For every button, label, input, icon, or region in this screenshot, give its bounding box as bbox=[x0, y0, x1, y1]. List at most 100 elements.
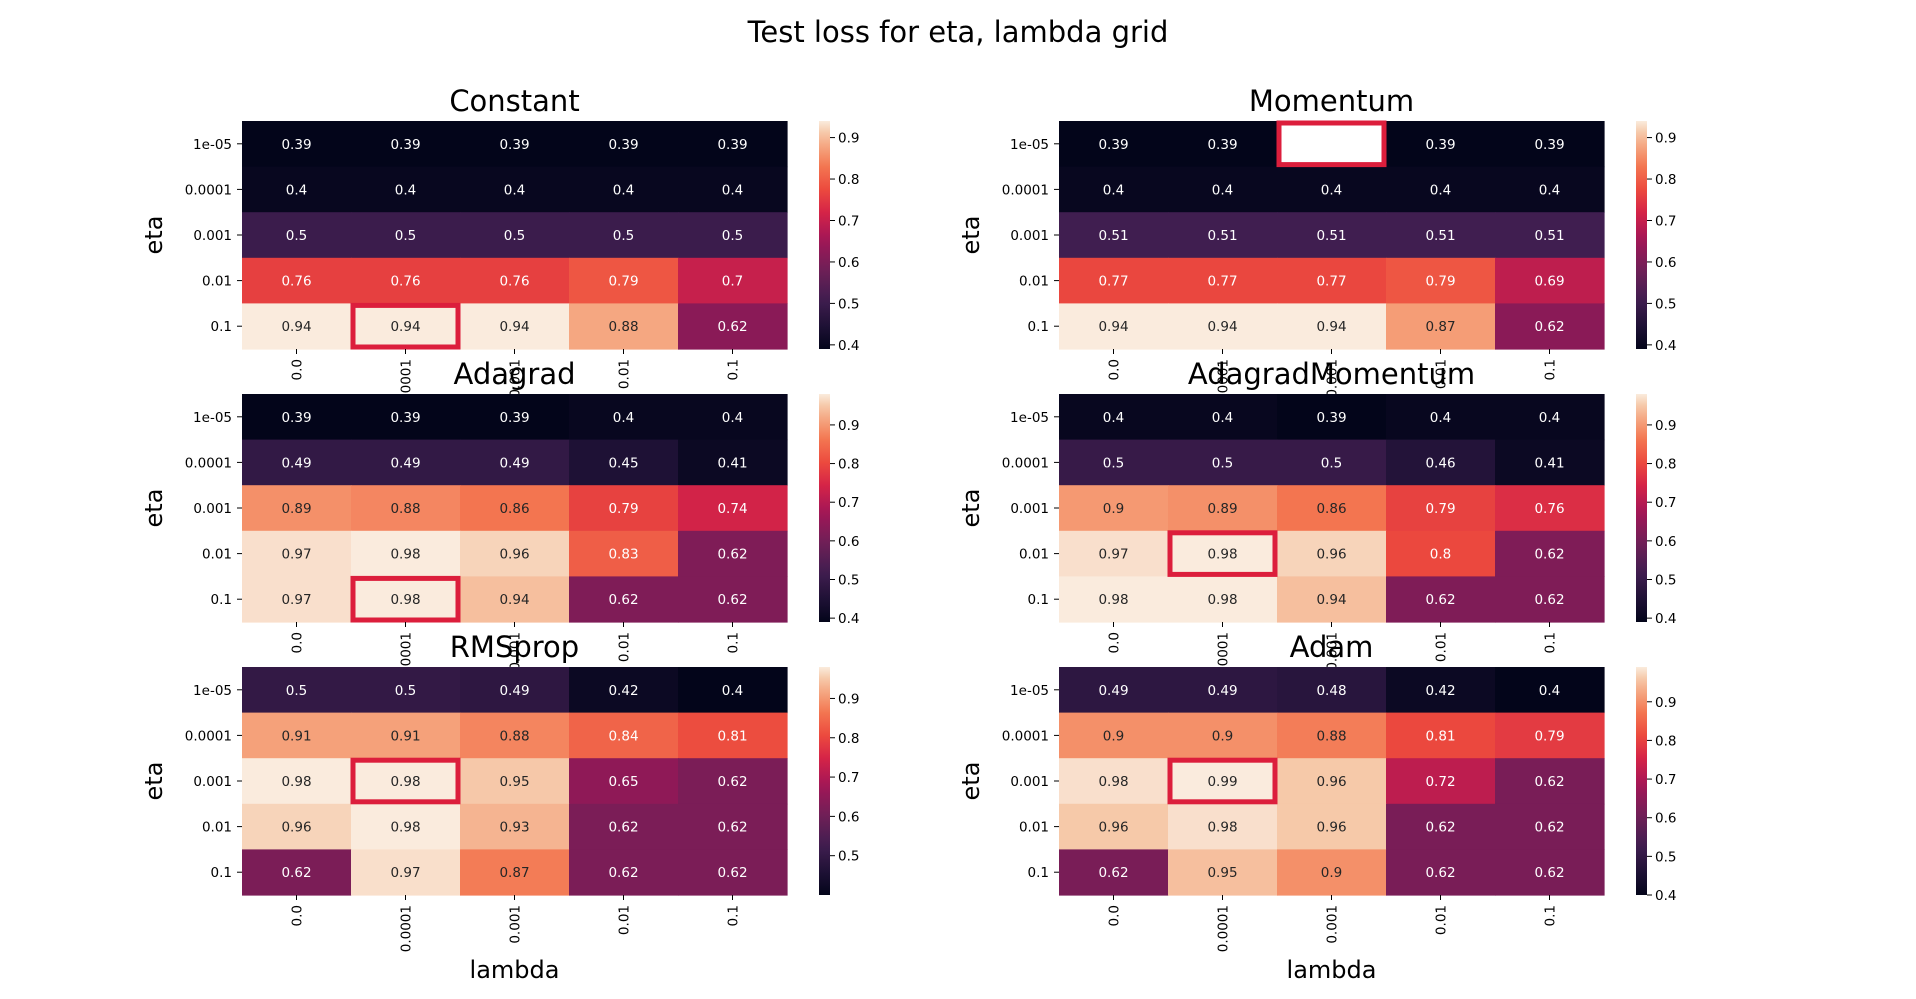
y-axis-label: eta bbox=[957, 216, 985, 255]
heatmap-cell bbox=[1277, 303, 1387, 350]
heatmap-cell bbox=[242, 485, 352, 532]
x-tick-label: 0.01 bbox=[1434, 632, 1450, 662]
heatmap-cell bbox=[351, 166, 461, 213]
heatmap-cell bbox=[1495, 576, 1605, 623]
cell-value-label: 0.98 bbox=[390, 774, 420, 790]
cell-value-label: 0.4 bbox=[613, 410, 634, 426]
y-tick-label: 0.001 bbox=[1010, 228, 1049, 244]
x-tick-label: 0.001 bbox=[1325, 632, 1341, 671]
cell-value-label: 0.42 bbox=[1425, 683, 1455, 699]
cell-value-label: 0.77 bbox=[1098, 274, 1128, 290]
heatmap-cell bbox=[1277, 166, 1387, 213]
cell-value-label: 0.41 bbox=[717, 455, 747, 471]
cell-value-label: 0.5 bbox=[1212, 455, 1233, 471]
heatmap-cell bbox=[460, 212, 570, 259]
heatmap-cell bbox=[1059, 530, 1169, 577]
y-tick-label: 0.01 bbox=[1019, 820, 1049, 836]
cell-value-label: 0.4 bbox=[1103, 410, 1124, 426]
cell-value-label: 0.4 bbox=[613, 182, 634, 198]
cell-value-label: 0.62 bbox=[608, 592, 638, 608]
cell-value-label: 0.99 bbox=[1207, 774, 1237, 790]
cell-value-label: 0.62 bbox=[1534, 865, 1564, 881]
heatmap-cell bbox=[1277, 712, 1387, 759]
y-tick-label: 1e-05 bbox=[1010, 137, 1049, 153]
y-tick-label: 0.001 bbox=[193, 501, 232, 517]
cell-value-label: 0.62 bbox=[1425, 592, 1455, 608]
cell-value-label: 0.98 bbox=[390, 547, 420, 563]
heatmap-cell bbox=[351, 576, 461, 623]
heatmap-cell bbox=[1168, 803, 1278, 850]
cell-value-label: 0.98 bbox=[1098, 592, 1128, 608]
x-tick-label: 0.0 bbox=[290, 905, 306, 926]
heatmap-cell bbox=[1386, 667, 1496, 714]
heatmap-cell bbox=[1059, 485, 1169, 532]
heatmap-title: Adagrad bbox=[453, 357, 575, 391]
heatmap-cell bbox=[569, 394, 679, 441]
heatmap-cell bbox=[1168, 166, 1278, 213]
heatmap-cell bbox=[1059, 758, 1169, 805]
heatmap-cell bbox=[569, 439, 679, 486]
heatmap-cell bbox=[678, 712, 788, 759]
cell-value-label: 0.62 bbox=[717, 865, 747, 881]
heatmap-cell bbox=[1277, 121, 1387, 168]
colorbar-tick-label: 0.8 bbox=[1655, 733, 1676, 749]
cell-value-label: 0.94 bbox=[390, 319, 420, 335]
cell-value-label: 0.96 bbox=[499, 547, 529, 563]
heatmap-cell bbox=[1168, 257, 1278, 304]
heatmap-cell bbox=[678, 121, 788, 168]
heatmap-cell bbox=[460, 166, 570, 213]
cell-value-label: 0.86 bbox=[499, 501, 529, 517]
heatmap-cell bbox=[1386, 439, 1496, 486]
heatmap-cell bbox=[1277, 212, 1387, 259]
heatmap-title: Adam bbox=[1290, 630, 1374, 664]
colorbar-tick-label: 0.9 bbox=[838, 418, 859, 434]
y-axis-label: eta bbox=[140, 762, 168, 801]
x-tick-label: 0.001 bbox=[1325, 359, 1341, 398]
cell-value-label: 0.41 bbox=[1534, 455, 1564, 471]
y-tick-label: 0.1 bbox=[1028, 319, 1049, 335]
cell-value-label: 0.83 bbox=[608, 547, 638, 563]
heatmap-cell bbox=[351, 712, 461, 759]
heatmap-cell bbox=[1059, 576, 1169, 623]
y-tick-label: 0.1 bbox=[211, 865, 232, 881]
heatmap-cell bbox=[1277, 439, 1387, 486]
y-axis-label: eta bbox=[957, 762, 985, 801]
heatmap-cell bbox=[242, 303, 352, 350]
cell-value-label: 0.39 bbox=[717, 137, 747, 153]
heatmap-cell bbox=[460, 439, 570, 486]
heatmap-cell bbox=[1495, 394, 1605, 441]
heatmap-cell bbox=[242, 212, 352, 259]
heatmap-cell bbox=[1277, 530, 1387, 577]
y-tick-label: 1e-05 bbox=[1010, 410, 1049, 426]
x-tick-label: 0.01 bbox=[1434, 905, 1450, 935]
x-tick-label: 0.01 bbox=[617, 632, 633, 662]
cell-value-label: 0.62 bbox=[717, 319, 747, 335]
heatmap-cell bbox=[1168, 849, 1278, 896]
cell-value-label: 0.79 bbox=[1534, 728, 1564, 744]
y-tick-label: 1e-05 bbox=[193, 137, 232, 153]
cell-value-label: 0.96 bbox=[1316, 820, 1346, 836]
heatmap-cell bbox=[1277, 576, 1387, 623]
x-tick-label: 0.01 bbox=[617, 905, 633, 935]
y-tick-label: 0.0001 bbox=[185, 728, 232, 744]
heatmap-title: Momentum bbox=[1249, 84, 1414, 118]
colorbar-tick-label: 0.7 bbox=[1655, 772, 1676, 788]
heatmap-cell bbox=[678, 758, 788, 805]
heatmap-cell bbox=[1277, 257, 1387, 304]
cell-value-label: 0.4 bbox=[286, 182, 307, 198]
cell-value-label: 0.62 bbox=[1425, 820, 1455, 836]
cell-value-label: 0.39 bbox=[499, 410, 529, 426]
heatmap-cell bbox=[1168, 530, 1278, 577]
colorbar-tick-label: 0.6 bbox=[1655, 255, 1676, 271]
highlight-box bbox=[350, 302, 461, 350]
cell-value-label: 0.62 bbox=[717, 592, 747, 608]
colorbar bbox=[819, 121, 830, 349]
heatmap-cell bbox=[1168, 439, 1278, 486]
x-tick-label: 0.001 bbox=[508, 905, 524, 944]
colorbar-tick-label: 0.8 bbox=[838, 172, 859, 188]
cell-value-label: 0.69 bbox=[1534, 274, 1564, 290]
cell-value-label: 0.98 bbox=[390, 592, 420, 608]
colorbar-tick-label: 0.7 bbox=[838, 770, 859, 786]
y-tick-label: 0.001 bbox=[1010, 501, 1049, 517]
colorbar-tick-label: 0.9 bbox=[1655, 131, 1676, 147]
